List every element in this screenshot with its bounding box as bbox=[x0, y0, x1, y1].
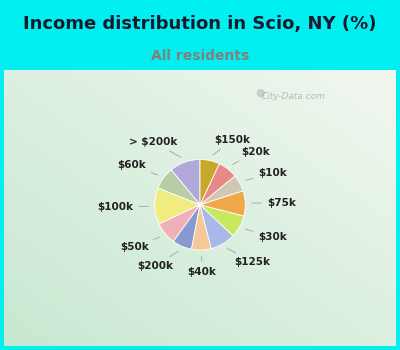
Text: $75k: $75k bbox=[252, 198, 296, 208]
Wedge shape bbox=[158, 170, 200, 205]
Text: ●: ● bbox=[255, 88, 265, 98]
Text: > $200k: > $200k bbox=[129, 137, 181, 157]
Wedge shape bbox=[200, 205, 233, 248]
Wedge shape bbox=[200, 191, 245, 216]
Text: $30k: $30k bbox=[246, 229, 287, 242]
Wedge shape bbox=[159, 205, 200, 242]
Wedge shape bbox=[200, 160, 219, 205]
Text: All residents: All residents bbox=[151, 49, 249, 63]
Wedge shape bbox=[192, 205, 211, 250]
Wedge shape bbox=[200, 205, 244, 236]
Wedge shape bbox=[200, 164, 235, 205]
Text: City-Data.com: City-Data.com bbox=[262, 92, 326, 101]
Wedge shape bbox=[155, 188, 200, 224]
Text: $150k: $150k bbox=[213, 134, 250, 155]
Text: $40k: $40k bbox=[188, 257, 216, 276]
Text: $20k: $20k bbox=[232, 147, 270, 164]
Text: Income distribution in Scio, NY (%): Income distribution in Scio, NY (%) bbox=[23, 15, 377, 33]
Text: $60k: $60k bbox=[117, 160, 158, 175]
Text: $100k: $100k bbox=[97, 202, 148, 212]
Text: $200k: $200k bbox=[138, 251, 178, 271]
Text: $125k: $125k bbox=[227, 248, 270, 267]
Wedge shape bbox=[171, 160, 200, 205]
Wedge shape bbox=[200, 176, 243, 205]
Wedge shape bbox=[173, 205, 200, 249]
Text: $50k: $50k bbox=[120, 237, 160, 252]
Text: $10k: $10k bbox=[246, 168, 287, 180]
